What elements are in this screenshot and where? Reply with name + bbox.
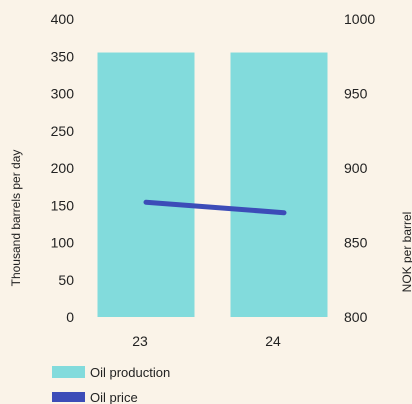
legend-swatch-price	[52, 392, 85, 402]
legend-label-price: Oil price	[90, 390, 138, 404]
right-tick-label: 850	[344, 235, 368, 251]
line-series	[143, 199, 287, 216]
bar-24	[230, 52, 328, 318]
left-tick-label: 50	[58, 272, 74, 288]
x-tick-label: 23	[132, 333, 148, 349]
right-axis-ticks: 800 850 900 950 1000	[344, 11, 375, 325]
right-tick-label: 950	[344, 86, 368, 102]
legend-label-production: Oil production	[90, 365, 170, 380]
left-tick-label: 400	[51, 11, 75, 27]
price-line	[143, 199, 287, 216]
right-tick-label: 800	[344, 309, 368, 325]
left-tick-label: 200	[51, 160, 75, 176]
legend-swatch-production	[52, 366, 85, 378]
legend-item-production: Oil production	[52, 365, 170, 380]
left-tick-label: 150	[51, 197, 75, 213]
right-tick-label: 1000	[344, 11, 375, 27]
bar-23	[97, 52, 195, 318]
x-tick-label: 24	[265, 333, 281, 349]
left-tick-label: 0	[66, 309, 74, 325]
left-axis-title: Thousand barrels per day	[9, 150, 23, 287]
right-axis-title: NOK per barrel	[400, 212, 412, 293]
left-tick-label: 350	[51, 48, 75, 64]
left-tick-label: 100	[51, 235, 75, 251]
x-axis-ticks: 23 24	[132, 333, 281, 349]
right-tick-label: 900	[344, 160, 368, 176]
left-axis-ticks: 0 50 100 150 200 250 300 350 400	[51, 11, 75, 325]
bar-series	[97, 52, 328, 318]
legend: Oil production Oil price	[52, 365, 170, 404]
left-tick-label: 250	[51, 123, 75, 139]
left-tick-label: 300	[51, 86, 75, 102]
legend-item-price: Oil price	[52, 390, 138, 404]
